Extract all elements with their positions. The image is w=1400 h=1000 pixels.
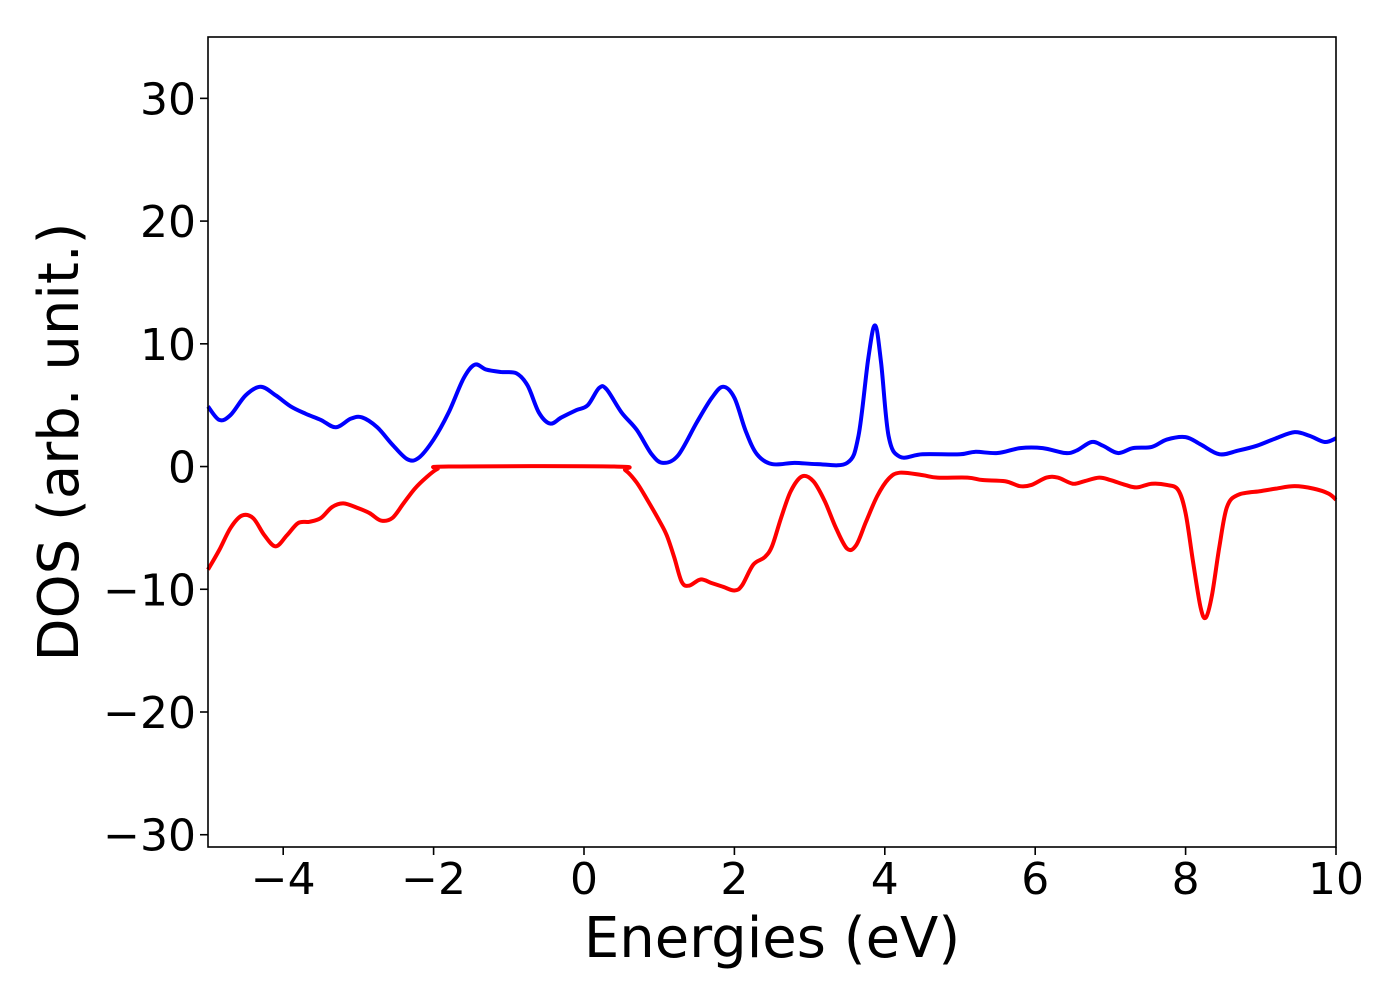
x-tick-label: 4 — [871, 854, 899, 905]
x-axis-label: Energies (eV) — [584, 906, 960, 971]
y-ticks: −30 −20 −10 0 10 20 30 — [103, 74, 208, 862]
plot-background — [208, 37, 1336, 847]
series-line-1 — [206, 323, 1337, 468]
y-tick-label: −20 — [103, 688, 196, 739]
y-axis-label: DOS (arb. unit.) — [27, 222, 92, 661]
y-tick-label: 20 — [140, 197, 196, 248]
series-line-2 — [206, 464, 1338, 621]
y-tick-label: 30 — [140, 74, 196, 125]
x-tick-label: 0 — [570, 854, 598, 905]
x-tick-label: 8 — [1172, 854, 1200, 905]
plot-frame — [207, 36, 1337, 848]
x-tick-label: −2 — [401, 854, 466, 905]
x-tick-label: 2 — [720, 854, 748, 905]
y-tick-label: −30 — [103, 811, 196, 862]
x-tick-label: −4 — [251, 854, 316, 905]
y-tick-label: 10 — [140, 320, 196, 371]
y-tick-label: −10 — [103, 565, 196, 616]
x-tick-label: 10 — [1308, 854, 1364, 905]
y-tick-label: 0 — [168, 443, 196, 494]
series-layer — [206, 323, 1338, 621]
x-tick-label: 6 — [1021, 854, 1049, 905]
x-ticks: −4 −2 0 2 4 6 8 10 — [251, 847, 1364, 905]
